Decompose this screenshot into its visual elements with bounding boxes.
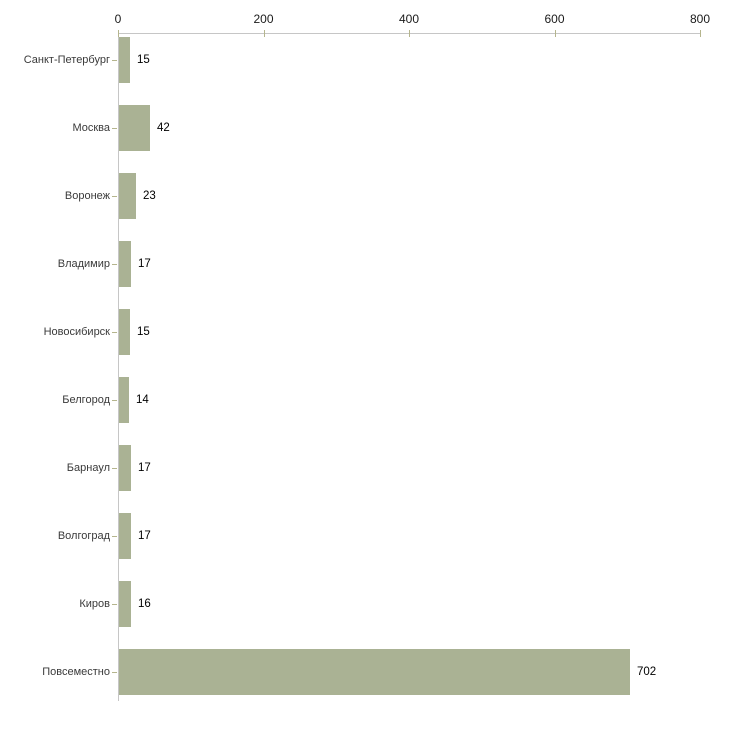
value-label: 15 (137, 326, 150, 338)
category-tick (112, 536, 117, 537)
x-axis-tick (118, 30, 119, 37)
x-axis-tick (263, 30, 265, 37)
category-tick (112, 196, 117, 197)
value-label: 16 (138, 598, 151, 610)
value-label: 17 (138, 530, 151, 542)
value-label: 15 (137, 54, 150, 66)
x-axis-tick-label: 0 (114, 12, 122, 26)
bar (119, 513, 131, 559)
category-label: Воронеж (64, 190, 110, 202)
bar (119, 581, 131, 627)
x-axis-tick-label: 800 (689, 12, 711, 26)
value-label: 702 (637, 666, 657, 678)
category-label: Белгород (62, 394, 110, 406)
x-axis-tick (554, 30, 556, 37)
category-label: Санкт-Петербург (23, 54, 110, 66)
category-label: Владимир (57, 258, 110, 270)
value-label: 17 (138, 462, 151, 474)
category-tick (112, 332, 117, 333)
category-label: Новосибирск (43, 326, 110, 338)
bar (119, 37, 130, 83)
category-tick (112, 128, 117, 129)
category-label: Волгоград (57, 530, 110, 542)
category-tick (112, 60, 117, 61)
y-axis-line (118, 33, 119, 701)
category-label: Москва (72, 122, 110, 134)
bar (119, 241, 131, 287)
value-label: 17 (138, 258, 151, 270)
category-tick (112, 400, 117, 401)
value-label: 42 (157, 122, 170, 134)
value-label: 23 (143, 190, 156, 202)
value-label: 14 (136, 394, 149, 406)
category-tick (112, 672, 117, 673)
bar (119, 445, 131, 491)
x-axis-tick-label: 400 (398, 12, 420, 26)
category-tick (112, 468, 117, 469)
bar (119, 377, 129, 423)
category-label: Барнаул (66, 462, 110, 474)
bar (119, 309, 130, 355)
category-tick (112, 604, 117, 605)
category-label: Киров (79, 598, 110, 610)
bar (119, 105, 150, 151)
bar (119, 173, 136, 219)
x-axis-tick-label: 200 (253, 12, 274, 26)
bar (119, 649, 630, 695)
x-axis-tick (409, 30, 410, 37)
category-label: Повсеместно (42, 666, 110, 678)
x-axis-tick (700, 30, 701, 37)
category-tick (112, 264, 117, 265)
x-axis-tick-label: 600 (544, 12, 565, 26)
